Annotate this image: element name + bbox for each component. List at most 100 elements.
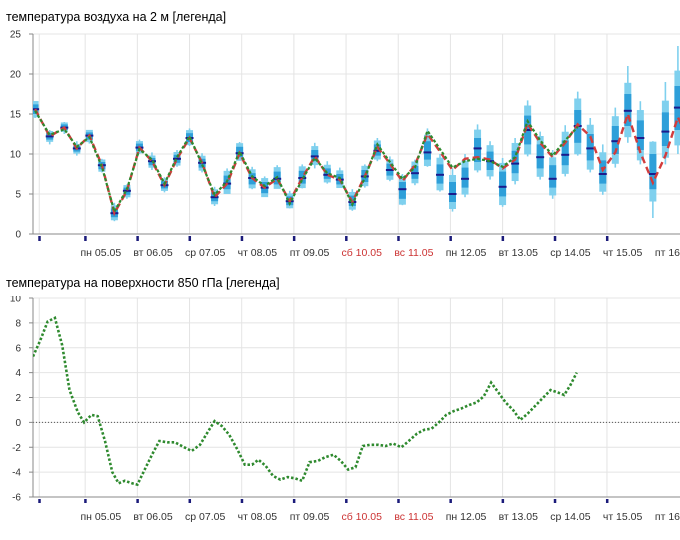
series-green-line	[34, 110, 579, 215]
forecast-box	[423, 128, 432, 167]
forecast-box	[623, 66, 632, 143]
box-inner	[398, 182, 406, 199]
box-inner	[561, 140, 569, 166]
x-tick-label: чт 15.05	[603, 511, 643, 523]
x-tick-mark	[605, 499, 609, 503]
box-inner	[661, 112, 669, 146]
chart-title: температура воздуха на 2 м [легенда]	[6, 10, 227, 24]
x-tick-mark	[188, 499, 192, 503]
x-tick-mark	[38, 499, 41, 503]
forecast-box	[586, 118, 595, 173]
box-inner	[586, 134, 594, 161]
x-tick-mark	[84, 499, 87, 503]
x-tick-label: вт 13.05	[499, 247, 539, 259]
y-tick-label: 15	[10, 110, 22, 121]
box-inner	[511, 150, 519, 174]
x-tick-mark	[292, 499, 296, 503]
x-tick-label: вт 13.05	[499, 511, 539, 523]
x-tick-label: чт 15.05	[603, 247, 643, 259]
x-tick-mark	[136, 499, 139, 503]
x-tick-mark	[292, 236, 296, 241]
y-tick-label: 10	[10, 150, 22, 161]
box-inner	[461, 167, 469, 188]
y-tick-label: 4	[15, 368, 21, 379]
t850-plot: -6 -4 -2 0 2 4 6 8 10 пн 05.05 вт 06.05 ср 07.05 чт …	[10, 296, 680, 523]
x-tick-label: пт 16.05	[655, 247, 680, 259]
air-temperature-plot: 0 5 10 15 20 25 пн 05.05 вт 06.05 ср 07.05 чт 08.…	[10, 30, 680, 259]
x-tick-label: чт 08.05	[238, 511, 278, 523]
x-tick-label: ср 14.05	[550, 247, 590, 259]
x-tick-label: пн 12.05	[446, 511, 487, 523]
x-tick-mark	[136, 236, 139, 241]
forecast-box	[473, 124, 482, 173]
y-tick-label: 0	[15, 230, 21, 241]
forecast-box	[310, 142, 319, 169]
x-tick-label: сб 10.05	[341, 511, 382, 523]
y-tick-label: -2	[12, 443, 21, 454]
x-tick-label: вт 06.05	[133, 511, 173, 523]
forecast-box	[636, 101, 645, 165]
y-tick-label: -4	[12, 468, 21, 479]
y-tick-label: 6	[15, 343, 21, 354]
y-tick-label: -6	[12, 493, 21, 504]
box-inner	[474, 138, 482, 162]
forecast-box	[173, 150, 182, 167]
y-tick-label: 5	[15, 190, 21, 201]
box-inner	[499, 171, 507, 197]
series-red-line	[34, 108, 680, 217]
x-tick-mark	[501, 499, 505, 503]
x-tick-label: пт 09.05	[290, 247, 330, 259]
x-tick-mark	[240, 236, 244, 241]
x-tick-mark	[449, 499, 452, 503]
x-tick-label: вс 11.05	[394, 511, 433, 523]
x-tick-label: пн 05.05	[80, 247, 121, 259]
box-inner	[449, 182, 457, 202]
y-tick-label: 10	[10, 296, 22, 305]
forecast-box	[410, 159, 419, 186]
plot-area	[33, 46, 680, 222]
x-tick-label: ср 07.05	[185, 247, 225, 259]
x-tick-mark	[553, 499, 557, 503]
air-temperature-chart: температура воздуха на 2 м [легенда] 0 5 1…	[0, 0, 680, 262]
y-tick-label: 20	[10, 70, 22, 81]
forecast-box	[536, 131, 545, 180]
box-inner	[423, 141, 431, 160]
x-tick-mark	[188, 236, 192, 241]
x-tick-mark	[449, 236, 452, 241]
plot-area	[33, 316, 578, 487]
forecast-box	[298, 164, 307, 189]
x-tick-mark	[345, 499, 348, 503]
x-tick-mark	[553, 236, 557, 241]
box-inner	[323, 168, 331, 179]
x-tick-label: пт 16.05	[655, 511, 680, 523]
box-inner	[636, 120, 644, 150]
box-inner	[649, 154, 657, 190]
x-tick-label: пт 09.05	[290, 511, 330, 523]
x-tick-label: ср 14.05	[550, 511, 590, 523]
t850-chart: температура на поверхности 850 гПа [леге…	[0, 270, 680, 540]
x-tick-mark	[605, 236, 609, 241]
x-tick-mark	[240, 499, 244, 503]
y-tick-label: 2	[15, 393, 21, 404]
forecast-box	[398, 174, 407, 206]
forecast-box	[548, 150, 557, 199]
gridlines	[33, 33, 680, 235]
box-inner	[611, 126, 619, 154]
x-tick-label: вт 06.05	[133, 247, 173, 259]
forecast-box	[511, 138, 520, 185]
forecast-box	[673, 46, 680, 154]
x-tick-mark	[345, 236, 348, 241]
box-inner	[549, 165, 557, 188]
x-tick-label: ср 07.05	[185, 511, 225, 523]
x-tick-label: чт 08.05	[238, 247, 278, 259]
forecast-box	[435, 154, 444, 192]
y-tick-label: 8	[15, 318, 21, 329]
chart-title: температура на поверхности 850 гПа [леге…	[6, 276, 280, 290]
x-tick-label: пн 12.05	[446, 247, 487, 259]
y-tick-label: 25	[10, 30, 22, 41]
forecast-box	[561, 125, 570, 177]
y-tick-label: 0	[15, 418, 21, 429]
forecast-box	[45, 130, 54, 145]
forecast-box	[448, 168, 457, 212]
forecast-box	[611, 107, 620, 168]
